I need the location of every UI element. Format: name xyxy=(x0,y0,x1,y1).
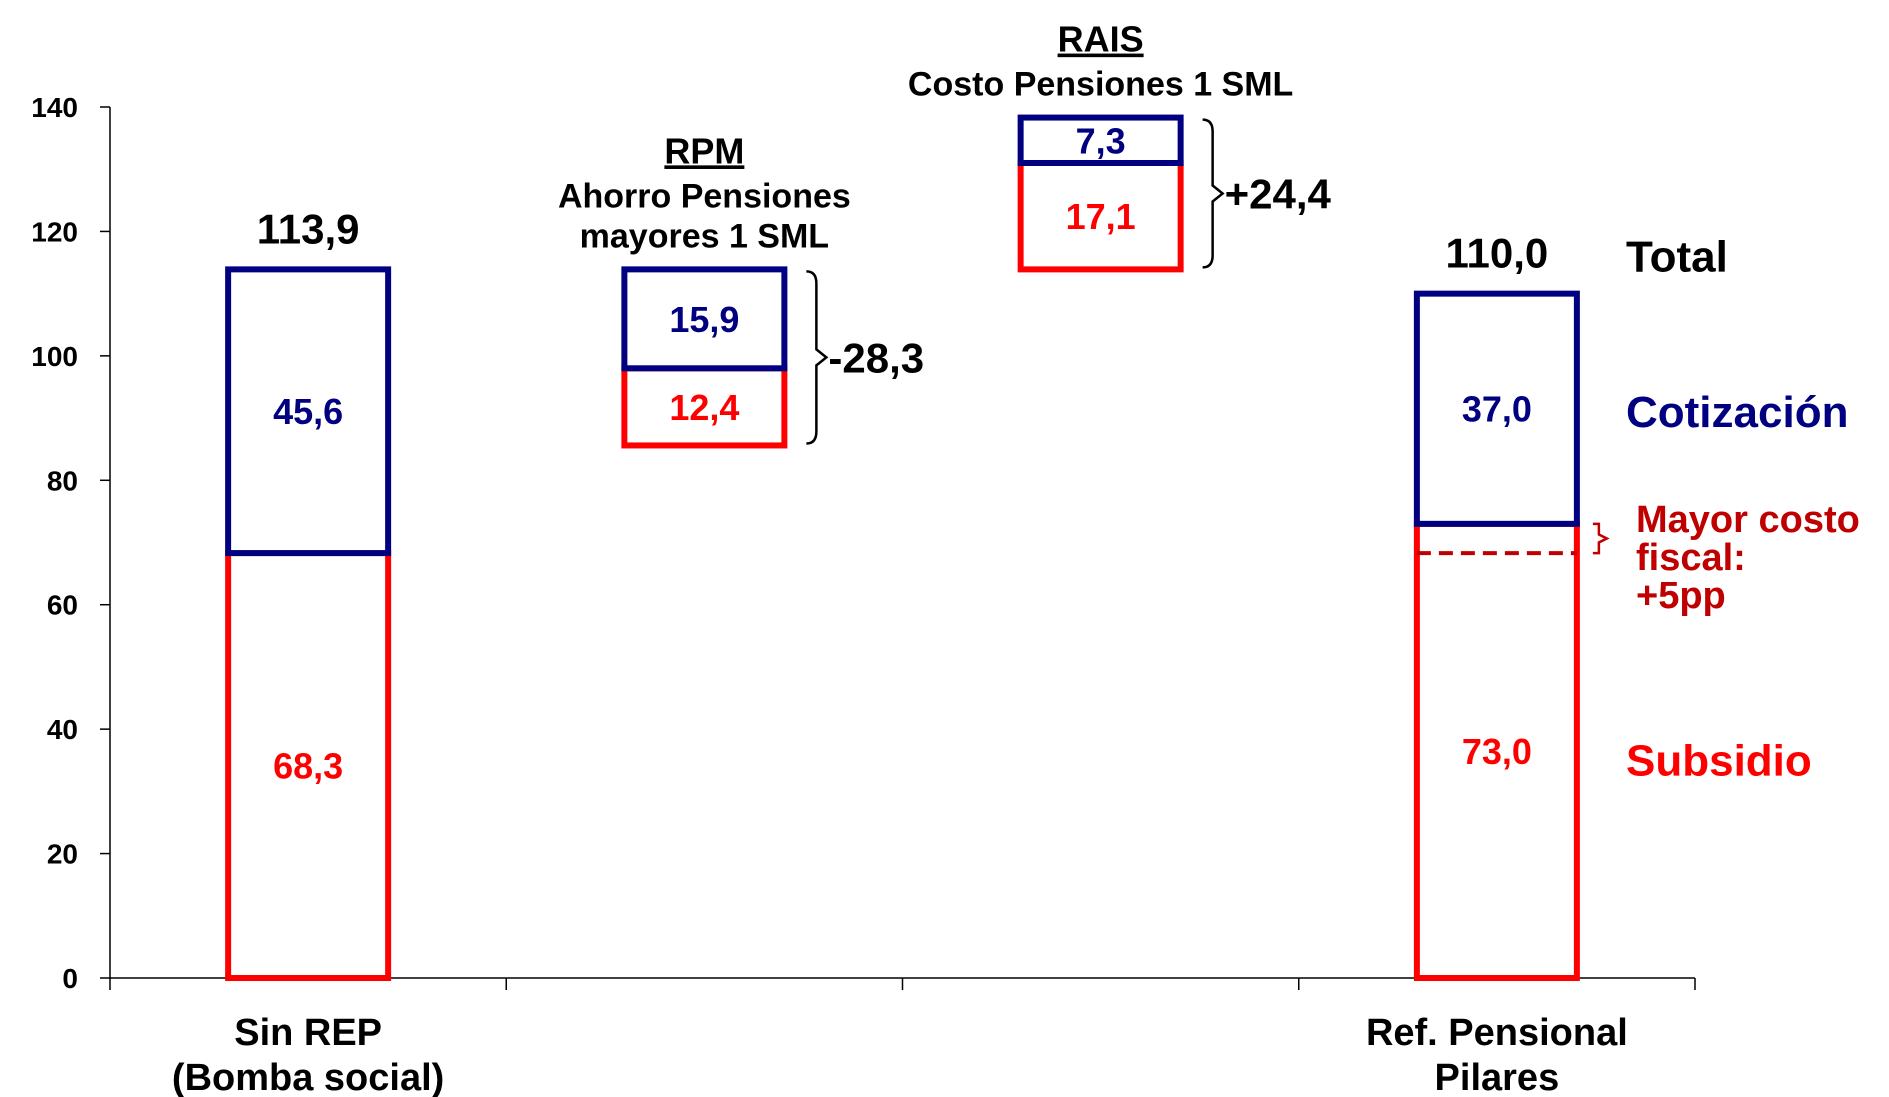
bar-title: RPM xyxy=(664,130,744,171)
bracket xyxy=(806,270,829,445)
bracket-value-label: -28,3 xyxy=(828,334,924,381)
annotation-text: fiscal: xyxy=(1636,537,1746,579)
segment-value-label: 45,6 xyxy=(273,391,343,432)
y-tick-label: 60 xyxy=(47,590,78,621)
x-category-label-line2: Pilares xyxy=(1435,1057,1560,1097)
annotation-bracket xyxy=(1592,522,1610,555)
y-tick-label: 40 xyxy=(47,714,78,745)
bar-segment xyxy=(225,266,392,557)
segment-value-label: 12,4 xyxy=(669,387,739,428)
bar-subtitle: Ahorro Pensiones xyxy=(558,177,851,215)
segment-value-label: 15,9 xyxy=(669,299,739,340)
bar-title: RAIS xyxy=(1058,19,1144,60)
bar-layer xyxy=(225,114,1580,981)
axis-layer: 0 20 40 60 80 100 120 140 Sin REP(Bomba social) R… xyxy=(31,92,1696,1097)
bar-subtitle: Costo Pensiones 1 SML xyxy=(908,66,1293,104)
label-layer: 68,3 45,6 113,9 12,4 15,9 -28,3 Ahorro Pension… xyxy=(257,19,1860,787)
y-tick-label: 120 xyxy=(31,216,78,247)
segment-value-label: 37,0 xyxy=(1462,389,1532,430)
bar-subtitle: mayores 1 SML xyxy=(580,217,829,255)
x-category-label: Ref. Pensional xyxy=(1366,1012,1628,1054)
bracket xyxy=(1202,118,1225,269)
annotation-text: Mayor costo xyxy=(1636,499,1860,541)
bar-total-label: 110,0 xyxy=(1445,230,1548,277)
bar-segment xyxy=(1413,520,1580,981)
y-tick-label: 140 xyxy=(31,92,78,123)
x-category-label: Sin REP xyxy=(234,1012,382,1054)
y-tick-label: 0 xyxy=(62,963,78,994)
segment-value-label: 73,0 xyxy=(1462,731,1532,772)
bracket-value-label: +24,4 xyxy=(1225,170,1332,217)
x-category-label-line2: (Bomba social) xyxy=(172,1057,444,1097)
bar-segment xyxy=(1413,290,1580,527)
bar-segment xyxy=(1017,159,1184,273)
segment-value-label: 7,3 xyxy=(1076,120,1126,161)
bar-segment xyxy=(1017,114,1184,166)
bar-segment xyxy=(621,266,788,372)
legend-label: Subsidio xyxy=(1626,736,1812,785)
segment-value-label: 68,3 xyxy=(273,746,343,787)
bar-total-label: 113,9 xyxy=(257,205,360,252)
y-tick-label: 20 xyxy=(47,839,78,870)
y-tick-label: 100 xyxy=(31,341,78,372)
bar-segment xyxy=(621,365,788,449)
annotation-text: +5pp xyxy=(1636,575,1726,617)
segment-value-label: 17,1 xyxy=(1066,196,1136,237)
legend-label: Total xyxy=(1626,232,1728,281)
y-tick-label: 80 xyxy=(47,465,78,496)
legend-label: Cotización xyxy=(1626,388,1848,437)
